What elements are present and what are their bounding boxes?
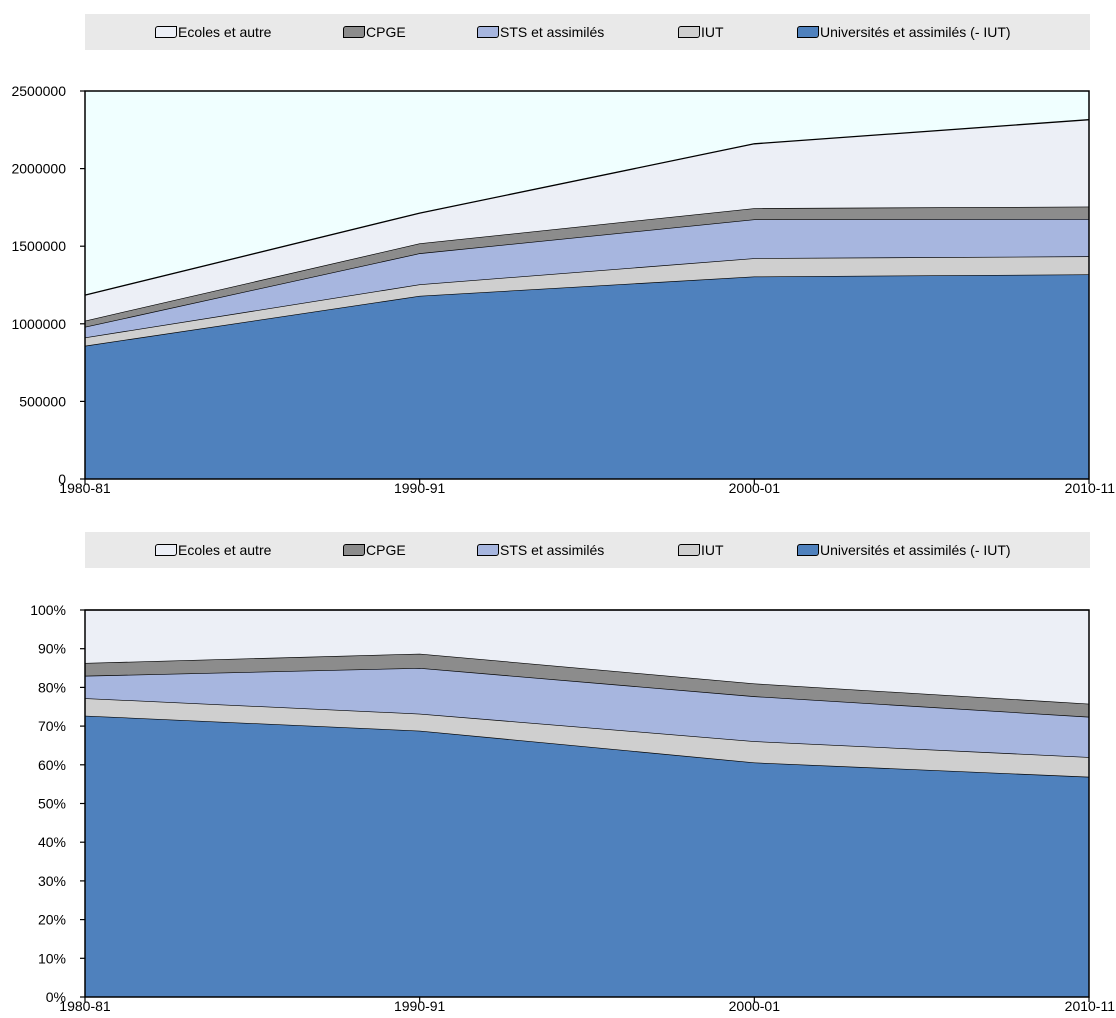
x-tick-label: 2000-01 xyxy=(729,998,781,1014)
legend-chart-2: Ecoles et autre CPGE STS et assimilés IU… xyxy=(85,532,1090,568)
y-tick-label: 2000000 xyxy=(11,161,66,177)
legend-item-iut: IUT xyxy=(678,532,724,568)
area-ecoles xyxy=(85,610,1089,704)
area-line-ecoles xyxy=(84,119,1090,296)
x-tick-label: 1980-81 xyxy=(59,998,111,1014)
area-universites xyxy=(85,274,1089,479)
y-tick-label: 30% xyxy=(38,873,66,889)
y-tick-label: 500000 xyxy=(19,393,66,409)
legend-swatch-sts xyxy=(477,544,499,556)
area-line-universites xyxy=(84,273,1090,347)
area-sts xyxy=(85,668,1089,758)
plot-frame xyxy=(84,90,1090,480)
legend-swatch-cpge xyxy=(343,544,365,556)
y-tick-label: 1500000 xyxy=(11,238,66,254)
y-tick-label: 70% xyxy=(38,718,66,734)
x-tick-label: 1990-91 xyxy=(394,480,446,496)
y-tick-label: 0% xyxy=(46,989,66,1005)
legend-label: CPGE xyxy=(366,24,406,40)
legend-label: Universités et assimilés (- IUT) xyxy=(820,24,1011,40)
x-tick-label: 2000-01 xyxy=(729,480,781,496)
area-iut xyxy=(85,256,1089,346)
legend-item-cpge: CPGE xyxy=(343,14,406,50)
legend-swatch-sts xyxy=(477,26,499,38)
legend-chart-1: Ecoles et autre CPGE STS et assimilés IU… xyxy=(85,14,1090,50)
y-tick-label: 90% xyxy=(38,641,66,657)
y-tick-label: 60% xyxy=(38,757,66,773)
legend-item-ecoles: Ecoles et autre xyxy=(155,532,271,568)
legend-item-ecoles: Ecoles et autre xyxy=(155,14,271,50)
legend-item-iut: IUT xyxy=(678,14,724,50)
legend-item-sts: STS et assimilés xyxy=(477,532,604,568)
area-line-sts xyxy=(84,218,1090,328)
legend-swatch-iut xyxy=(678,26,700,38)
legend-label: IUT xyxy=(701,542,724,558)
legend-swatch-universites xyxy=(797,544,819,556)
legend-item-cpge: CPGE xyxy=(343,532,406,568)
legend-item-sts: STS et assimilés xyxy=(477,14,604,50)
x-tick-label: 1990-91 xyxy=(394,998,446,1014)
legend-item-universites: Universités et assimilés (- IUT) xyxy=(797,14,1011,50)
y-tick-label: 10% xyxy=(38,950,66,966)
legend-label: Ecoles et autre xyxy=(178,24,272,40)
x-tick-label: 2010-11 xyxy=(1065,998,1116,1014)
legend-label: Universités et assimilés (- IUT) xyxy=(820,542,1011,558)
y-tick-label: 0 xyxy=(58,471,66,487)
area-ecoles xyxy=(85,119,1089,321)
legend-swatch-universites xyxy=(797,26,819,38)
y-tick-label: 40% xyxy=(38,834,66,850)
y-tick-label: 80% xyxy=(38,679,66,695)
legend-item-universites: Universités et assimilés (- IUT) xyxy=(797,532,1011,568)
legend-label: IUT xyxy=(701,24,724,40)
area-sts xyxy=(85,219,1089,338)
y-tick-label: 50% xyxy=(38,796,66,812)
legend-label: Ecoles et autre xyxy=(178,542,272,558)
legend-label: CPGE xyxy=(366,542,406,558)
area-universites xyxy=(85,715,1089,997)
legend-swatch-ecoles xyxy=(155,544,177,556)
legend-label: STS et assimilés xyxy=(500,24,605,40)
y-tick-label: 100% xyxy=(30,602,66,618)
legend-swatch-cpge xyxy=(343,26,365,38)
legend-swatch-ecoles xyxy=(155,26,177,38)
y-tick-label: 20% xyxy=(38,912,66,928)
area-cpge xyxy=(85,653,1089,717)
y-tick-label: 1000000 xyxy=(11,316,66,332)
legend-label: STS et assimilés xyxy=(500,542,605,558)
x-tick-label: 1980-81 xyxy=(59,480,111,496)
legend-swatch-iut xyxy=(678,544,700,556)
area-iut xyxy=(85,698,1089,777)
y-tick-label: 2500000 xyxy=(11,83,66,99)
x-tick-label: 2010-11 xyxy=(1065,480,1116,496)
area-cpge xyxy=(85,206,1089,327)
chart-enrollment-absolute: 0 500000 1000000 1500000 2000000 2500000 1980-… xyxy=(11,83,1116,496)
